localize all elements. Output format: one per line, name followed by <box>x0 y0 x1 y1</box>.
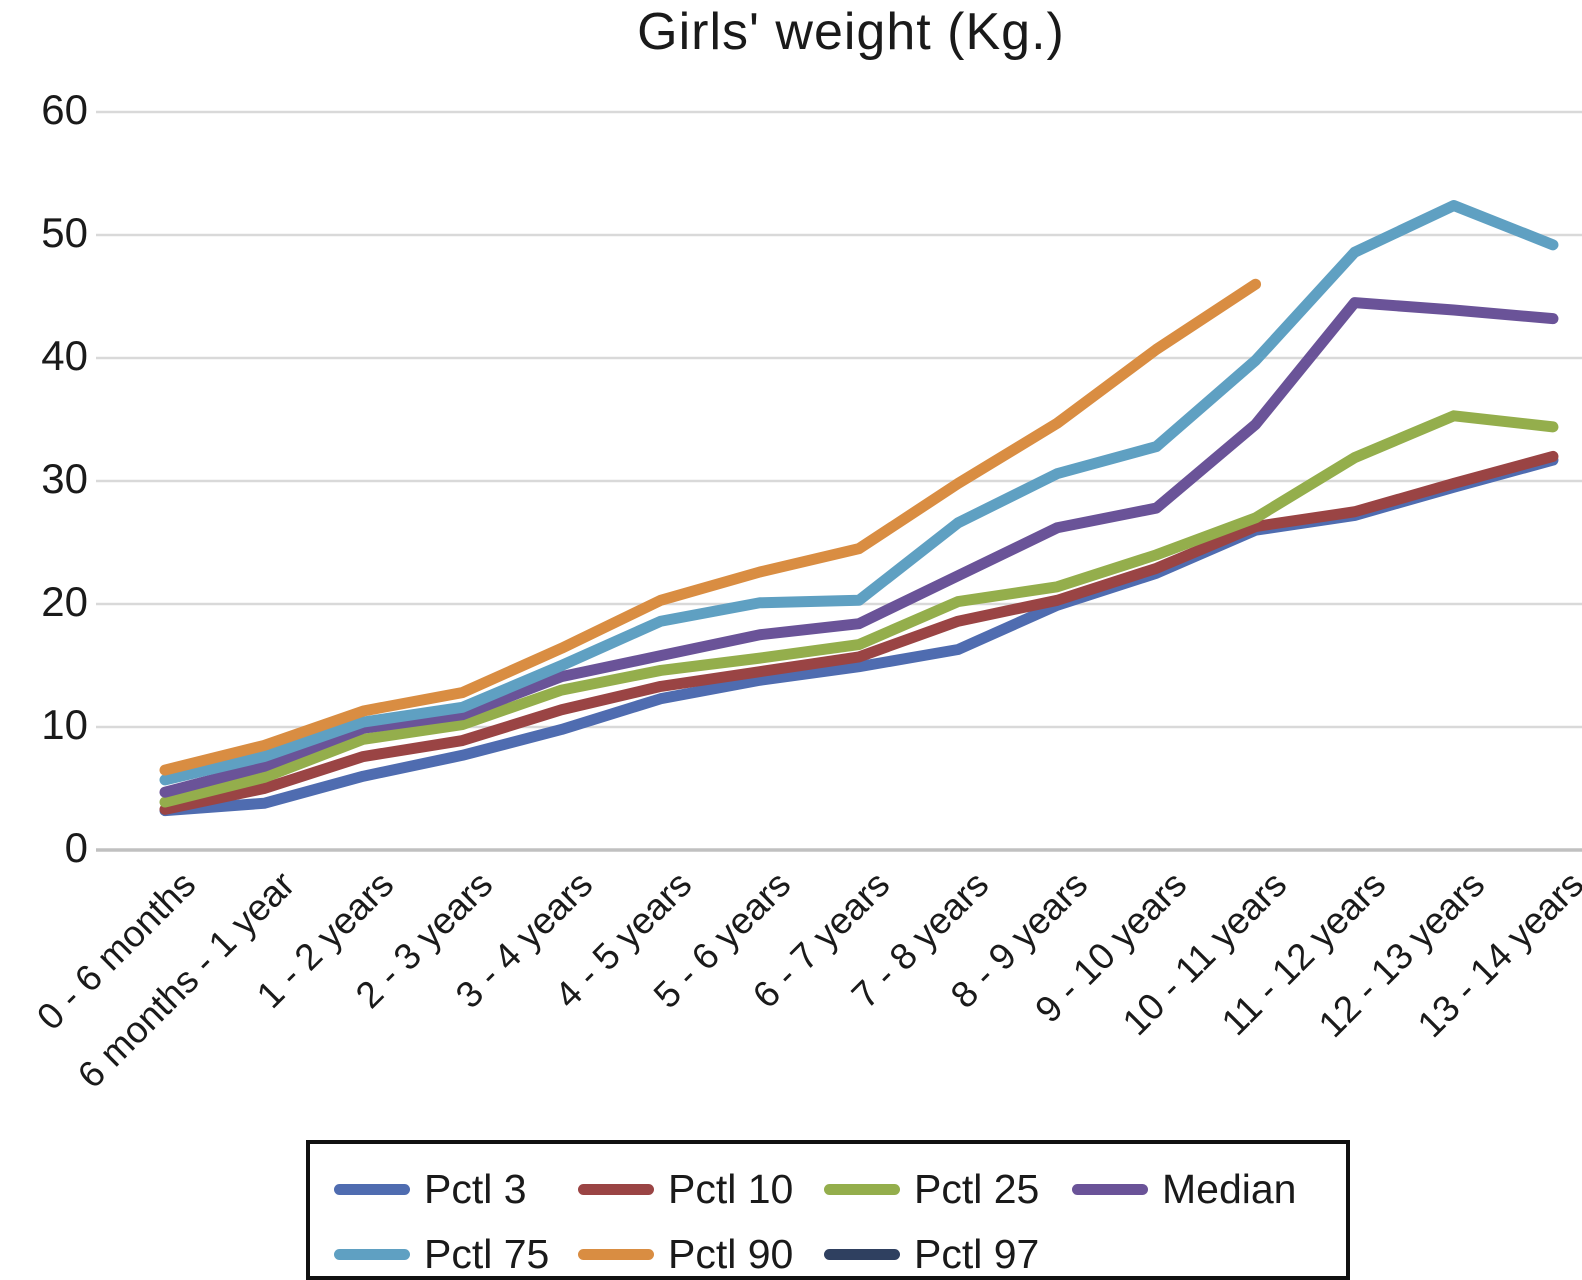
legend: Pctl 3 Pctl 10 Pctl 25 Median Pctl 75 Pctl 90… <box>306 1140 1350 1280</box>
y-tick-label-50: 50 <box>41 209 88 256</box>
legend-swatch-pctl-25 <box>824 1184 900 1195</box>
legend-label-pctl-97: Pctl 97 <box>914 1231 1040 1277</box>
legend-label-pctl-25: Pctl 25 <box>914 1166 1040 1212</box>
y-tick-label-0: 0 <box>64 824 88 871</box>
legend-swatch-pctl-3 <box>334 1184 410 1195</box>
legend-swatch-pctl-10 <box>578 1184 654 1195</box>
legend-item-pctl-25: Pctl 25 <box>824 1166 1039 1213</box>
legend-swatch-median <box>1072 1184 1148 1195</box>
series-line-pctl-75 <box>159 199 1559 786</box>
series-line-pctl-25 <box>159 410 1559 808</box>
y-tick-label-10: 10 <box>41 701 88 748</box>
legend-label-pctl-90: Pctl 90 <box>668 1231 794 1277</box>
legend-label-pctl-75: Pctl 75 <box>424 1231 550 1277</box>
series-line-pctl-10 <box>159 450 1559 815</box>
legend-label-pctl-10: Pctl 10 <box>668 1166 794 1212</box>
series-line-pctl-90 <box>159 278 1262 776</box>
legend-item-pctl-3: Pctl 3 <box>334 1166 527 1213</box>
legend-item-pctl-10: Pctl 10 <box>578 1166 793 1213</box>
series-line-median <box>159 297 1559 798</box>
legend-item-pctl-90: Pctl 90 <box>578 1231 793 1278</box>
legend-label-median: Median <box>1162 1166 1297 1212</box>
legend-item-pctl-97: Pctl 97 <box>824 1231 1039 1278</box>
y-tick-label-40: 40 <box>41 332 88 379</box>
legend-item-median: Median <box>1072 1166 1296 1213</box>
y-tick-label-20: 20 <box>41 578 88 625</box>
legend-swatch-pctl-90 <box>578 1249 654 1260</box>
legend-swatch-pctl-75 <box>334 1249 410 1260</box>
y-tick-label-30: 30 <box>41 455 88 502</box>
legend-swatch-pctl-97 <box>824 1249 900 1260</box>
chart-title: Girls' weight (Kg.) <box>637 3 1065 61</box>
y-tick-label-60: 60 <box>41 86 88 133</box>
legend-item-pctl-75: Pctl 75 <box>334 1231 549 1278</box>
legend-label-pctl-3: Pctl 3 <box>424 1166 527 1212</box>
